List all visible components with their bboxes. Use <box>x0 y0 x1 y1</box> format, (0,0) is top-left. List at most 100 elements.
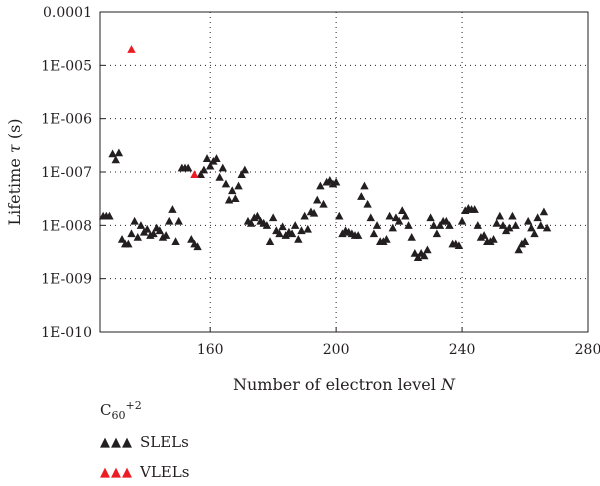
data-point-slels <box>319 199 328 208</box>
data-point-slels <box>527 223 536 232</box>
data-point-slels <box>127 229 136 238</box>
data-point-slels <box>215 172 224 181</box>
x-tick-label: 200 <box>323 342 350 358</box>
grid <box>100 12 588 332</box>
legend-label-vlels: VLELs <box>140 463 190 481</box>
data-point-slels <box>165 216 174 225</box>
data-point-slels <box>454 241 464 249</box>
data-point-slels <box>357 192 366 200</box>
data-point-slels <box>171 237 180 245</box>
x-tick-label: 280 <box>575 342 600 358</box>
data-point-slels <box>479 231 489 239</box>
data-point-slels <box>420 251 429 260</box>
data-point-slels <box>130 216 139 225</box>
data-point-slels <box>291 221 300 229</box>
data-point-slels <box>505 223 514 232</box>
data-point-slels <box>168 205 177 213</box>
data-point-slels <box>202 154 212 162</box>
data-point-slels <box>442 216 451 225</box>
y-tick-label: 1E-005 <box>41 58 92 74</box>
data-point-slels <box>331 177 341 186</box>
data-point-slels <box>303 224 312 233</box>
data-point-slels <box>218 163 227 172</box>
data-point-slels <box>231 194 240 202</box>
data-point-slels <box>174 216 183 225</box>
x-axis-title: Number of electron level N <box>233 375 456 394</box>
data-point-slels <box>489 234 498 243</box>
data-point-slels <box>435 221 445 229</box>
y-tick-label: 1E-010 <box>41 325 92 341</box>
data-point-slels <box>224 195 234 204</box>
data-point-slels <box>445 221 454 229</box>
y-tick-label: 1E-009 <box>41 272 92 288</box>
data-point-slels <box>287 229 297 238</box>
y-tick-label: 1E-007 <box>41 165 92 181</box>
data-point-slels <box>533 213 542 222</box>
data-point-slels <box>108 149 117 158</box>
data-point-vlels <box>127 45 136 53</box>
data-point-slels <box>523 216 533 225</box>
data-point-slels <box>426 213 435 222</box>
data-point-slels <box>514 245 523 254</box>
data-point-slels <box>309 208 319 217</box>
data-point-slels <box>363 199 372 208</box>
x-tick-label: 240 <box>449 342 476 358</box>
data-point-slels <box>300 211 309 220</box>
data-point-slels <box>353 231 363 239</box>
data-point-slels <box>495 211 505 220</box>
data-point-slels <box>492 218 501 227</box>
data-point-slels <box>498 221 508 229</box>
data-point-slels <box>111 155 120 164</box>
data-point-slels <box>413 253 423 262</box>
data-point-slels <box>423 245 432 254</box>
y-tick-label: 0.0001 <box>43 5 92 21</box>
data-point-vlels <box>190 170 199 179</box>
data-point-slels <box>542 223 552 232</box>
x-tick-label: 160 <box>197 342 224 358</box>
data-point-slels <box>313 195 322 204</box>
data-point-slels <box>237 170 246 179</box>
y-tick-label: 1E-006 <box>41 112 92 128</box>
data-point-slels <box>539 207 549 216</box>
data-point-slels <box>473 221 483 229</box>
data-point-slels <box>114 148 124 157</box>
plot-frame <box>99 11 589 333</box>
data-point-slels <box>407 232 416 241</box>
data-point-slels <box>234 181 243 190</box>
data-point-slels <box>429 221 438 229</box>
data-point-slels <box>136 221 146 229</box>
data-point-slels <box>508 211 517 220</box>
data-point-slels <box>117 234 127 243</box>
data-point-slels <box>193 242 202 251</box>
data-point-slels <box>398 206 407 215</box>
data-point-slels <box>240 165 250 174</box>
data-point-slels <box>511 221 520 229</box>
data-point-slels <box>457 216 467 225</box>
legend-label-slels: SLELs <box>140 433 189 451</box>
data-point-slels <box>221 179 231 188</box>
data-point-slels <box>105 211 114 220</box>
data-point-slels <box>366 213 375 222</box>
data-point-slels <box>385 211 394 220</box>
data-point-slels <box>335 211 344 220</box>
data-point-slels <box>470 205 479 213</box>
data-point-slels <box>262 221 272 229</box>
data-point-slels <box>155 226 165 235</box>
data-point-slels <box>124 239 133 248</box>
data-point-slels <box>187 234 196 243</box>
data-point-slels <box>161 231 171 239</box>
data-point-slels <box>253 211 262 220</box>
data-point-slels <box>394 216 404 225</box>
data-point-slels <box>196 170 205 179</box>
data-point-slels <box>404 221 413 229</box>
data-point-slels <box>297 226 306 235</box>
legend-title: C60+2 <box>100 399 142 422</box>
data-point-slels <box>530 229 539 238</box>
legend-marker-vlels: ▲▲▲ <box>100 464 133 480</box>
data-point-slels <box>388 223 397 232</box>
data-point-slels <box>294 234 303 243</box>
data-point-slels <box>360 181 369 190</box>
legend: C60+2 ▲▲▲ SLELs ▲▲▲ VLELs <box>100 396 189 486</box>
data-point-slels <box>205 161 215 170</box>
data-point-slels <box>133 232 142 241</box>
